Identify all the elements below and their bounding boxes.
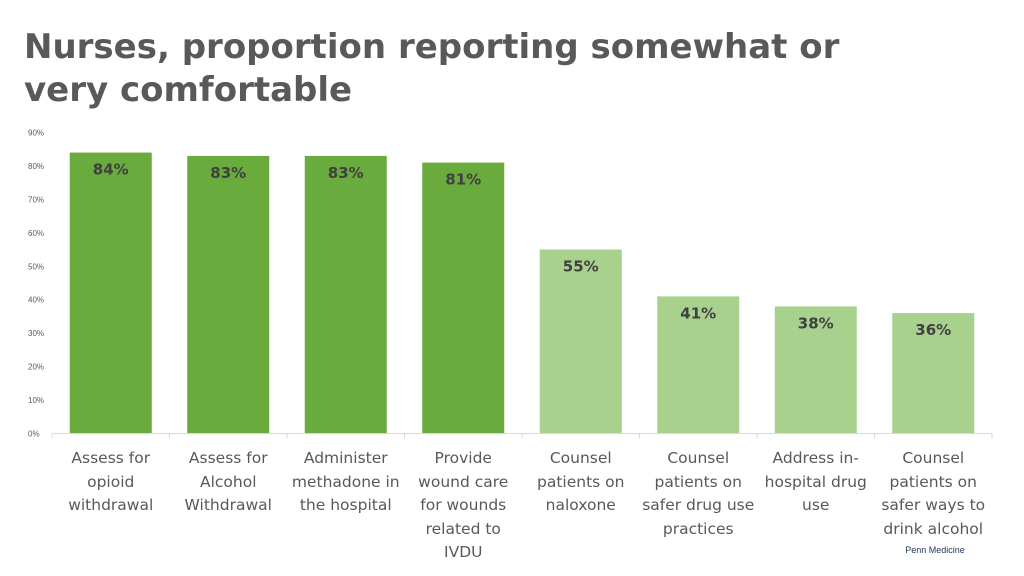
x-tick-label-line: safer drug use bbox=[642, 496, 755, 514]
data-label: 36% bbox=[915, 321, 951, 339]
x-tick-label: Counsel patients on safer ways to drink alc… bbox=[875, 447, 991, 541]
bar bbox=[69, 152, 152, 434]
x-tick-label-line: naloxone bbox=[545, 496, 616, 514]
x-tick-label-line: wound care bbox=[418, 472, 509, 491]
x-tick-label-line: Counsel bbox=[667, 449, 730, 467]
x-tick-label: Assess for Alcohol Withdrawal bbox=[170, 447, 286, 518]
data-label: 83% bbox=[210, 164, 246, 182]
bar bbox=[187, 155, 270, 434]
x-tick-label-line: hospital drug bbox=[764, 472, 867, 491]
y-tick-label: 80% bbox=[28, 162, 44, 171]
x-tick-label-line: use bbox=[802, 496, 830, 514]
x-tick-label-line: patients on bbox=[537, 472, 625, 491]
y-tick-label: 60% bbox=[28, 229, 44, 238]
data-label: 81% bbox=[445, 171, 481, 189]
x-tick-label-line: safer ways to bbox=[881, 496, 986, 514]
chart-title: Nurses, proportion reporting somewhat or… bbox=[24, 27, 840, 110]
x-tick-label: Address in-hospital drug use bbox=[758, 447, 874, 518]
x-tick-label: Assess for opioid withdrawal bbox=[53, 447, 169, 518]
data-label: 84% bbox=[93, 161, 129, 179]
x-tick-label-line: Counsel bbox=[549, 449, 612, 467]
x-tick-label-line: the hospital bbox=[299, 496, 392, 514]
x-tick-label: Counsel patients on safer drug use practice… bbox=[640, 447, 756, 541]
bar bbox=[422, 162, 505, 434]
bar bbox=[539, 249, 622, 434]
x-tick-label: Administer methadone in the hospital bbox=[288, 447, 404, 518]
data-label: 55% bbox=[563, 258, 599, 276]
x-tick-label-line: Administer bbox=[303, 449, 388, 467]
y-tick-label: 20% bbox=[28, 363, 44, 372]
x-tick-label-line: Assess for bbox=[188, 449, 268, 467]
x-tick-label-line: Address in- bbox=[772, 449, 859, 467]
y-tick-label: 90% bbox=[28, 129, 44, 138]
x-tick-label-line: patients on bbox=[654, 472, 742, 491]
x-tick-label-line: Counsel bbox=[902, 449, 965, 467]
data-label: 83% bbox=[328, 164, 364, 182]
data-label: 38% bbox=[798, 314, 834, 332]
x-tick-label-line: for wounds bbox=[420, 496, 507, 514]
x-tick-label-line: practices bbox=[662, 519, 734, 538]
data-label: 41% bbox=[680, 304, 716, 322]
x-tick-label-line: Provide bbox=[434, 449, 492, 467]
x-tick-label-line: withdrawal bbox=[68, 496, 154, 514]
x-tick-label-line: Withdrawal bbox=[184, 496, 272, 514]
bar bbox=[774, 306, 857, 434]
bar bbox=[892, 313, 975, 434]
x-tick-label-line: related to bbox=[425, 519, 501, 538]
x-tick-label-line: IVDU bbox=[444, 543, 483, 561]
bar bbox=[657, 296, 740, 434]
x-tick-label-line: Alcohol bbox=[199, 472, 257, 491]
x-tick-label: Counsel patients on naloxone bbox=[523, 447, 639, 518]
y-tick-label: 0% bbox=[28, 430, 40, 439]
x-tick-label-line: Assess for bbox=[71, 449, 151, 467]
y-tick-label: 30% bbox=[28, 329, 44, 338]
x-tick-label-line: opioid bbox=[87, 472, 135, 491]
y-tick-label: 70% bbox=[28, 195, 44, 204]
x-tick-label-line: patients on bbox=[889, 472, 977, 491]
x-tick-label-line: methadone in bbox=[291, 472, 400, 491]
footer-brand-text: Penn Medicine bbox=[905, 545, 965, 555]
bar bbox=[304, 155, 387, 434]
x-tick-label: Provide wound care for wounds related to IVD… bbox=[405, 447, 521, 565]
y-tick-label: 40% bbox=[28, 296, 44, 305]
x-tick-label-line: drink alcohol bbox=[883, 519, 984, 538]
y-tick-label: 10% bbox=[28, 396, 44, 405]
y-tick-label: 50% bbox=[28, 262, 44, 271]
